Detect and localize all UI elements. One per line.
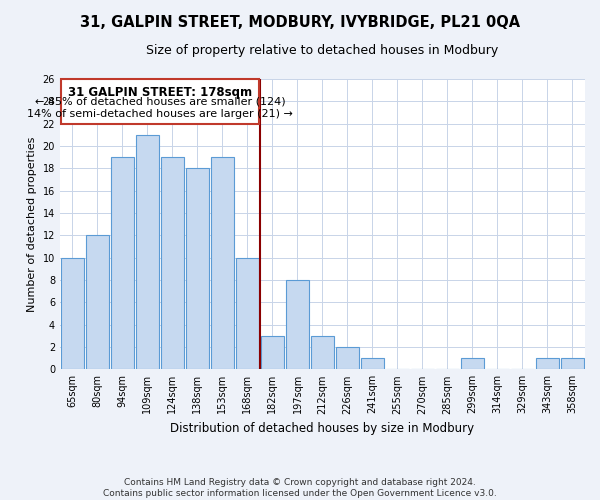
Bar xyxy=(335,347,359,370)
Bar xyxy=(161,157,184,370)
X-axis label: Distribution of detached houses by size in Modbury: Distribution of detached houses by size … xyxy=(170,422,475,435)
Bar xyxy=(236,258,259,370)
Bar xyxy=(211,157,235,370)
Y-axis label: Number of detached properties: Number of detached properties xyxy=(27,136,37,312)
Bar xyxy=(361,358,385,370)
Text: 31, GALPIN STREET, MODBURY, IVYBRIDGE, PL21 0QA: 31, GALPIN STREET, MODBURY, IVYBRIDGE, P… xyxy=(80,15,520,30)
Bar xyxy=(311,336,334,370)
Bar xyxy=(61,258,84,370)
Bar xyxy=(286,280,310,370)
Text: 31 GALPIN STREET: 178sqm: 31 GALPIN STREET: 178sqm xyxy=(68,86,252,98)
Bar xyxy=(260,336,284,370)
Bar xyxy=(461,358,484,370)
Bar xyxy=(136,135,160,370)
Title: Size of property relative to detached houses in Modbury: Size of property relative to detached ho… xyxy=(146,44,499,57)
Bar xyxy=(86,236,109,370)
Text: Contains HM Land Registry data © Crown copyright and database right 2024.
Contai: Contains HM Land Registry data © Crown c… xyxy=(103,478,497,498)
Bar xyxy=(536,358,559,370)
Text: 14% of semi-detached houses are larger (21) →: 14% of semi-detached houses are larger (… xyxy=(27,109,293,119)
Bar xyxy=(560,358,584,370)
Bar xyxy=(185,168,209,370)
Text: ← 85% of detached houses are smaller (124): ← 85% of detached houses are smaller (12… xyxy=(35,97,285,107)
Bar xyxy=(110,157,134,370)
Bar xyxy=(61,79,259,124)
